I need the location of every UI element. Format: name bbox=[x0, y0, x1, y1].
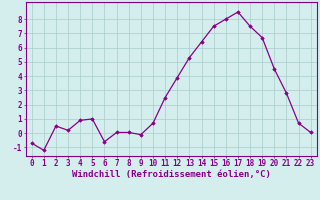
X-axis label: Windchill (Refroidissement éolien,°C): Windchill (Refroidissement éolien,°C) bbox=[72, 170, 271, 179]
